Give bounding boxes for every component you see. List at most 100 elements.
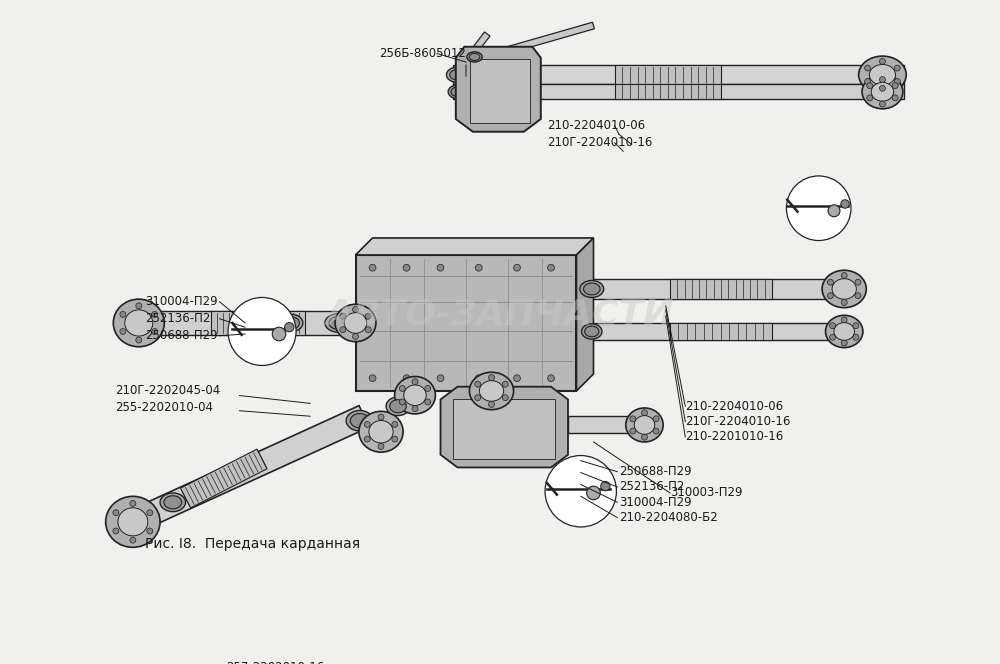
Circle shape [642,434,647,440]
Circle shape [865,65,871,71]
Circle shape [130,537,136,543]
Circle shape [412,406,418,412]
Circle shape [653,428,659,434]
Circle shape [147,528,153,534]
Text: 255-2202010-04: 255-2202010-04 [115,402,213,414]
Ellipse shape [350,414,369,428]
Ellipse shape [469,373,514,410]
Text: 310003-П29: 310003-П29 [670,487,742,499]
Circle shape [353,333,358,339]
Circle shape [369,374,376,382]
Polygon shape [181,449,267,508]
Circle shape [841,272,847,278]
Ellipse shape [450,70,465,80]
Circle shape [879,76,885,82]
Polygon shape [576,323,848,340]
Ellipse shape [469,53,480,60]
Polygon shape [576,279,848,299]
Circle shape [853,334,859,340]
Ellipse shape [859,56,906,94]
Circle shape [894,78,900,84]
Ellipse shape [359,412,403,452]
Text: 256Б-8605012: 256Б-8605012 [379,47,466,60]
Circle shape [136,303,142,309]
Ellipse shape [580,280,604,297]
Circle shape [392,422,398,428]
Text: 310004-П29: 310004-П29 [145,295,217,308]
Ellipse shape [284,317,300,329]
Circle shape [120,329,126,335]
Circle shape [130,501,136,507]
Circle shape [412,378,418,384]
Ellipse shape [871,82,894,101]
Circle shape [147,510,153,516]
Polygon shape [670,279,772,299]
Text: 252136-П2: 252136-П2 [145,312,210,325]
Circle shape [892,95,898,101]
Ellipse shape [862,75,903,109]
Text: 210-2201010-16: 210-2201010-16 [685,430,784,444]
Text: 257-2202010-16: 257-2202010-16 [226,661,325,664]
Ellipse shape [346,410,373,431]
Polygon shape [211,311,305,335]
Circle shape [403,374,410,382]
Circle shape [514,264,520,271]
Polygon shape [615,84,721,100]
Ellipse shape [390,400,406,413]
Polygon shape [465,22,594,65]
Ellipse shape [369,420,393,443]
Text: 210-2204010-06: 210-2204010-06 [547,120,645,132]
Circle shape [403,264,410,271]
Ellipse shape [834,323,854,341]
Circle shape [786,176,851,240]
Ellipse shape [125,310,153,336]
Circle shape [830,323,836,329]
Circle shape [653,416,659,422]
Circle shape [841,200,849,208]
Text: 210Г-2202045-04: 210Г-2202045-04 [115,384,220,398]
Circle shape [369,264,376,271]
Circle shape [120,311,126,317]
Circle shape [437,264,444,271]
Ellipse shape [446,67,469,82]
Ellipse shape [106,496,160,547]
Circle shape [228,297,296,365]
Circle shape [475,264,482,271]
Ellipse shape [386,397,410,416]
Circle shape [548,374,554,382]
Ellipse shape [164,496,182,509]
Polygon shape [568,416,653,434]
Ellipse shape [583,283,600,295]
Ellipse shape [395,376,435,414]
Ellipse shape [113,299,164,347]
Circle shape [285,323,294,332]
Circle shape [828,205,840,216]
Circle shape [475,381,481,387]
Text: 252136-П2: 252136-П2 [619,481,684,493]
Circle shape [548,264,554,271]
Polygon shape [463,32,490,64]
Polygon shape [441,386,568,467]
Polygon shape [356,238,593,255]
Circle shape [587,486,600,500]
Circle shape [841,299,847,305]
Circle shape [113,528,119,534]
Circle shape [827,280,833,286]
Polygon shape [117,406,369,538]
Circle shape [867,95,873,101]
Ellipse shape [467,52,482,62]
Text: АВТО-ЗАПЧАСТИ: АВТО-ЗАПЧАСТИ [326,297,674,331]
Circle shape [340,313,346,319]
Circle shape [489,374,494,380]
Circle shape [136,337,142,343]
Circle shape [489,402,494,408]
Circle shape [514,374,520,382]
Circle shape [894,65,900,71]
Circle shape [378,414,384,420]
Circle shape [378,444,384,450]
Polygon shape [356,255,576,391]
Circle shape [867,83,873,89]
Circle shape [545,456,616,527]
Circle shape [630,416,636,422]
Circle shape [879,58,885,64]
